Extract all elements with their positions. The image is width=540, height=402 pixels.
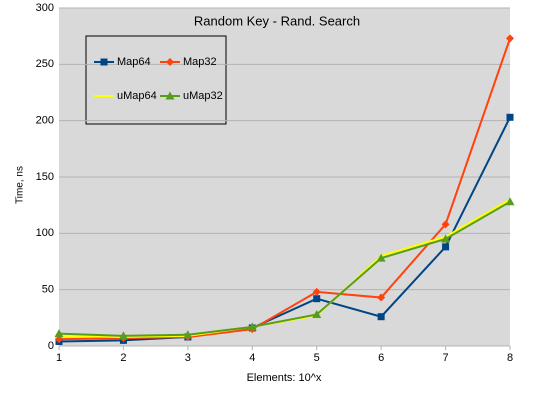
y-tick-label: 0	[48, 340, 54, 352]
y-tick-label: 150	[36, 171, 54, 183]
marker	[312, 287, 321, 296]
marker	[506, 113, 514, 121]
marker	[55, 335, 63, 344]
x-tick-label: 6	[378, 352, 384, 364]
series-line	[58, 200, 511, 337]
marker	[506, 34, 514, 43]
marker	[118, 331, 128, 340]
marker	[183, 330, 193, 339]
x-tick-label: 5	[314, 352, 320, 364]
x-tick-label: 4	[249, 352, 255, 364]
series-line	[58, 116, 511, 343]
marker	[166, 58, 174, 66]
y-tick-label: 50	[42, 284, 54, 296]
x-tick-label: 1	[56, 352, 62, 364]
marker	[313, 295, 321, 303]
legend-box	[85, 35, 227, 125]
marker	[505, 197, 515, 206]
marker	[377, 293, 386, 302]
marker	[441, 234, 451, 243]
x-tick-label: 8	[507, 352, 513, 364]
x-tick-label: 2	[120, 352, 126, 364]
marker	[54, 329, 64, 338]
x-tick-label: 7	[443, 352, 449, 364]
legend-label: Map32	[183, 56, 217, 68]
chart-title: Random Key - Rand. Search	[194, 13, 360, 28]
y-tick-label: 100	[36, 227, 54, 239]
marker	[442, 243, 450, 251]
x-axis-label: Elements: 10^x	[247, 372, 322, 384]
marker	[376, 253, 386, 262]
series-line	[58, 38, 511, 341]
marker	[100, 58, 108, 66]
y-tick-label: 200	[36, 115, 54, 127]
marker	[441, 220, 450, 229]
marker	[312, 309, 322, 318]
x-tick-label: 3	[185, 352, 191, 364]
legend-label: uMap64	[117, 90, 157, 102]
legend-label: uMap32	[183, 90, 223, 102]
y-tick-label: 250	[36, 58, 54, 70]
y-axis-label: Time, ns	[15, 166, 26, 204]
legend-label: Map64	[117, 56, 151, 68]
marker	[247, 322, 257, 331]
y-tick-label: 300	[36, 2, 54, 14]
marker	[165, 91, 175, 100]
marker	[377, 313, 385, 321]
